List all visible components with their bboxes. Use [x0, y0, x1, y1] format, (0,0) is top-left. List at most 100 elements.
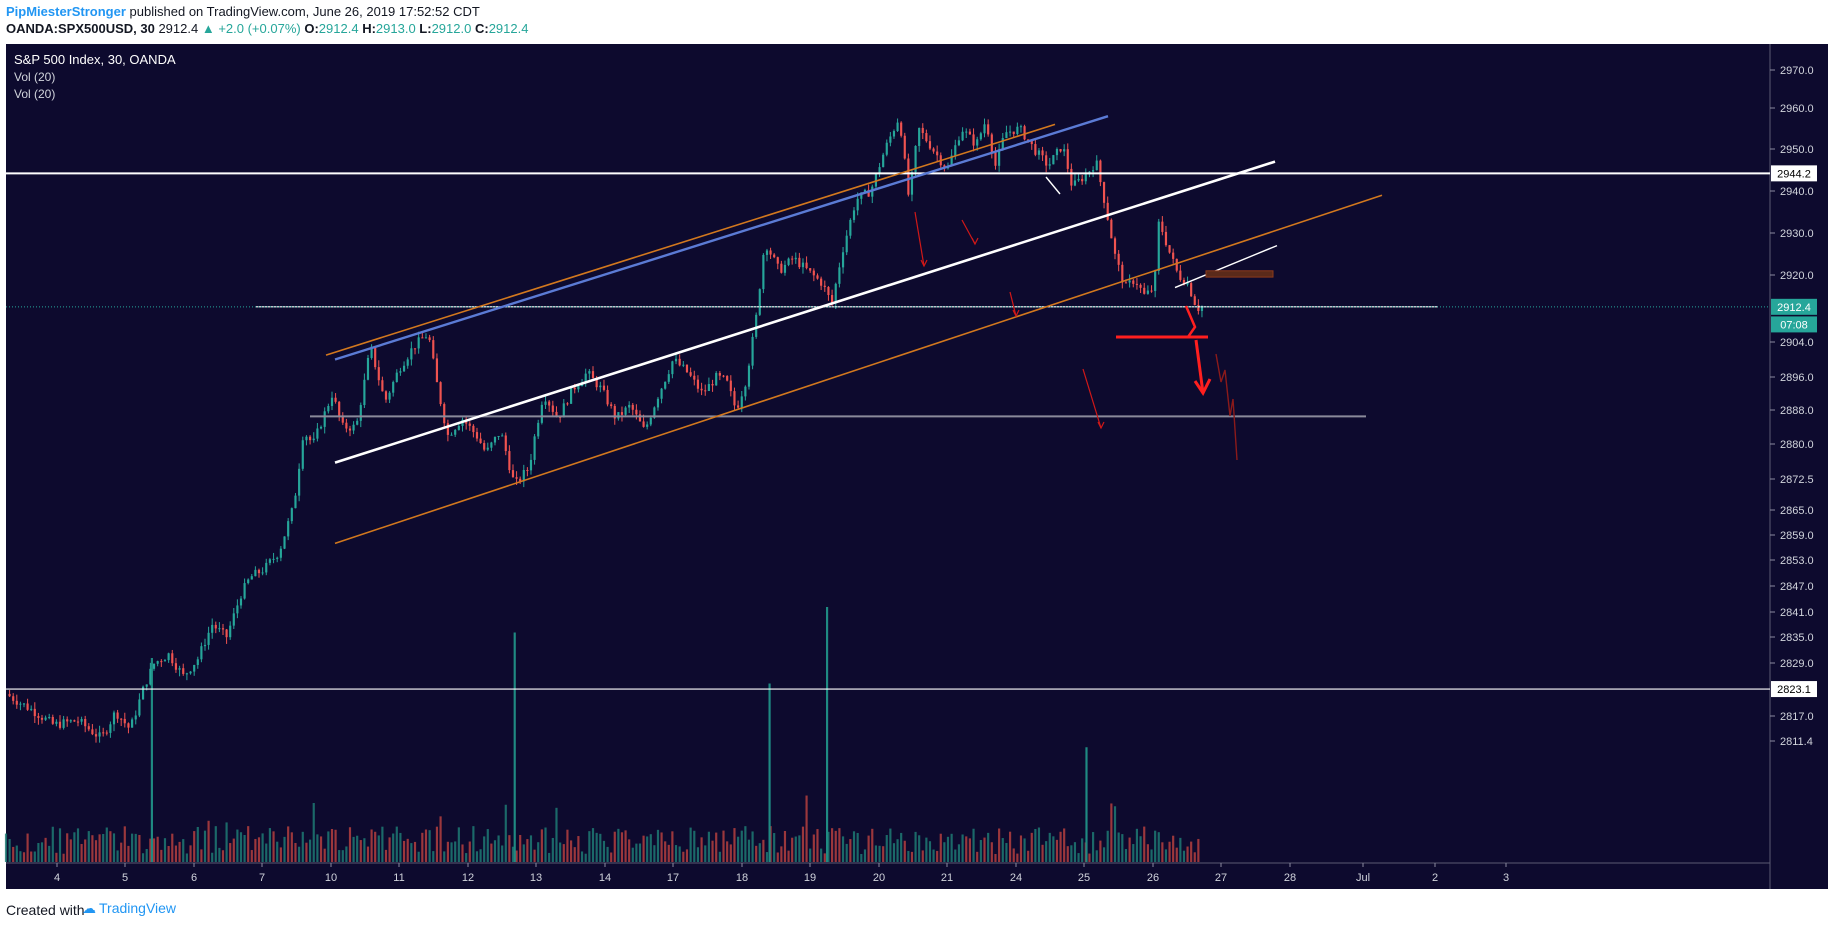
- price-label-bg: [1771, 298, 1817, 315]
- candle-body: [987, 124, 990, 135]
- volume-bar: [722, 830, 725, 862]
- price-axis[interactable]: [1770, 44, 1828, 889]
- candle-body: [127, 723, 130, 728]
- candle-body: [910, 172, 914, 195]
- volume-bar: [841, 836, 845, 862]
- price-chart[interactable]: 2970.0 2960.0 2950.0 2940.0 2930.0 2920.0 2904…: [0, 44, 1828, 890]
- volume-bar: [243, 834, 246, 862]
- candle-body: [635, 409, 638, 415]
- volume-bar: [613, 831, 616, 862]
- volume-bar: [308, 839, 312, 862]
- candle-body: [588, 371, 591, 374]
- candle-body: [504, 435, 507, 452]
- volume-bar: [446, 841, 449, 862]
- candle-body: [522, 470, 525, 482]
- candle-body: [1092, 170, 1095, 172]
- tradingview-logo[interactable]: ☁ TradingView: [82, 900, 176, 917]
- candle-body: [892, 131, 896, 137]
- candle-body: [1102, 182, 1106, 203]
- candle-body: [338, 401, 341, 417]
- volume-bar: [1124, 849, 1128, 862]
- candle-body: [900, 122, 903, 136]
- candle-body: [1084, 174, 1087, 182]
- candle-body: [613, 406, 616, 419]
- x-axis-ticks: 4 5 6 7 10 11 12 13 14 17 18 19 20 21 24 25 26 27 28 Jul 2 3: [54, 863, 1509, 884]
- volume-bar: [765, 852, 769, 862]
- volume-bar: [595, 832, 598, 862]
- volume-bar: [834, 830, 837, 862]
- volume-bar: [225, 822, 228, 862]
- author-link[interactable]: PipMiesterStronger: [6, 4, 126, 19]
- volume-bar: [497, 835, 500, 862]
- candle-body: [1073, 180, 1077, 186]
- candle-body: [642, 421, 645, 427]
- volume-bar: [1128, 837, 1131, 862]
- candle-body: [279, 548, 282, 558]
- candle-body: [1164, 231, 1168, 246]
- candle-body: [501, 435, 504, 437]
- candle-body: [105, 732, 108, 734]
- x-tick-label: 19: [804, 872, 816, 884]
- candle-body: [990, 134, 993, 153]
- candle-body: [19, 703, 22, 705]
- volume-bar: [747, 839, 751, 862]
- candle-body: [40, 717, 44, 720]
- candle-body: [896, 122, 899, 132]
- volume-bar: [871, 828, 874, 862]
- candle-body: [410, 348, 413, 360]
- volume-bar: [577, 836, 580, 862]
- volume-bar: [214, 826, 217, 862]
- volume-bar: [1055, 839, 1059, 862]
- candle-body: [1034, 144, 1037, 155]
- candle-body: [932, 148, 935, 152]
- candle-body: [1121, 264, 1124, 283]
- candle-body: [1190, 283, 1193, 297]
- volume-bar: [624, 830, 627, 862]
- open-label: O:: [304, 21, 319, 36]
- candle-body: [914, 145, 917, 173]
- candle-body: [812, 270, 815, 276]
- volume-bar: [1193, 852, 1196, 862]
- candle-body: [182, 668, 185, 674]
- volume-bar: [961, 834, 964, 862]
- candle-body: [729, 380, 732, 392]
- volume-bar: [1073, 842, 1077, 862]
- candle-body: [1055, 149, 1059, 156]
- volume-bar: [1063, 828, 1066, 862]
- candle-body: [276, 557, 279, 559]
- volume-bar: [359, 840, 362, 862]
- volume-bar: [1121, 834, 1124, 862]
- volume-bar: [84, 839, 87, 862]
- x-tick-label: 12: [462, 872, 474, 884]
- candle-body: [936, 151, 939, 156]
- volume-bar: [94, 840, 98, 862]
- volume-bar: [762, 839, 765, 862]
- y-tick-label: 2811.4: [1780, 736, 1813, 748]
- volume-bar: [914, 831, 917, 862]
- candle-body: [711, 384, 714, 386]
- volume-bar: [149, 838, 152, 862]
- candle-body: [1146, 290, 1149, 294]
- candle-body: [1001, 138, 1004, 150]
- volume-bar: [946, 836, 950, 862]
- candle-body: [660, 388, 663, 399]
- candle-body: [395, 372, 398, 383]
- candle-body: [907, 158, 910, 195]
- volume-bar: [758, 843, 761, 862]
- candle-body: [1179, 270, 1182, 280]
- candle-body: [820, 278, 823, 286]
- volume-bar: [511, 846, 515, 862]
- candle-body: [189, 671, 192, 674]
- candle-body: [287, 521, 290, 537]
- volume-bar: [272, 831, 275, 862]
- candle-body: [882, 154, 885, 168]
- volume-bar: [55, 852, 58, 862]
- candle-body: [359, 405, 362, 421]
- volume-bar: [566, 829, 569, 862]
- candle-body: [250, 576, 253, 580]
- candle-body: [261, 572, 264, 574]
- candle-body: [479, 438, 482, 444]
- volume-bar: [127, 845, 130, 862]
- volume-bar: [1008, 831, 1012, 862]
- candle-body: [421, 337, 424, 339]
